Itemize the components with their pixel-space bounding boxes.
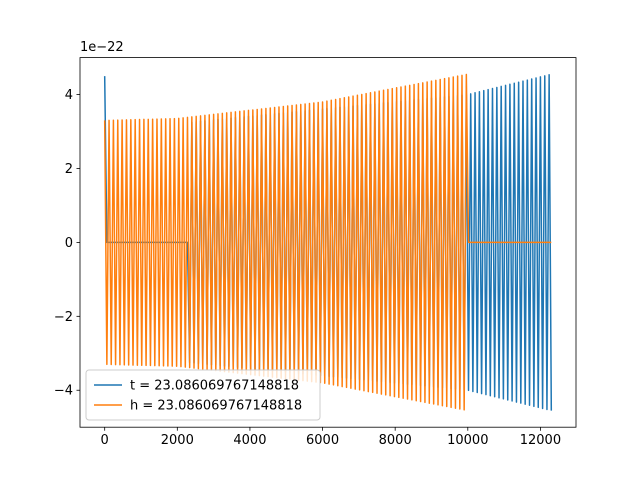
legend-label: h = 23.086069767148818 [130,399,302,414]
legend-label: t = 23.086069767148818 [130,379,299,394]
y-tick-label: 4 [65,88,73,103]
x-tick-label: 2000 [161,433,194,448]
x-tick-label: 10000 [447,433,488,448]
series-line-h [103,73,552,411]
x-axis: 0 2000 4000 6000 8000 10000 12000 [101,427,561,448]
series-layer [103,73,553,411]
x-tick-label: 8000 [379,433,412,448]
x-tick-label: 6000 [306,433,339,448]
x-tick-label: 0 [101,433,109,448]
y-tick-label: −2 [54,310,73,325]
x-tick-label: 4000 [233,433,266,448]
y-axis: −4 −2 0 2 4 [54,88,80,399]
y-tick-label: 2 [65,162,73,177]
y-tick-label: 0 [65,236,73,251]
legend: t = 23.086069767148818 h = 23.08606976714… [85,369,321,421]
y-tick-label: −4 [54,384,73,399]
legend-box [85,369,321,421]
y-offset-text: 1e−22 [80,40,124,55]
x-tick-label: 12000 [520,433,561,448]
